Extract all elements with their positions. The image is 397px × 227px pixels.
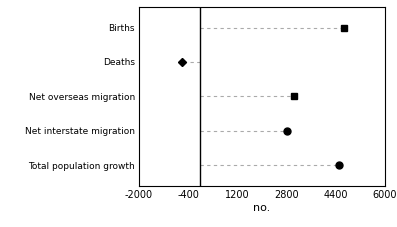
X-axis label: no.: no.: [253, 203, 271, 213]
